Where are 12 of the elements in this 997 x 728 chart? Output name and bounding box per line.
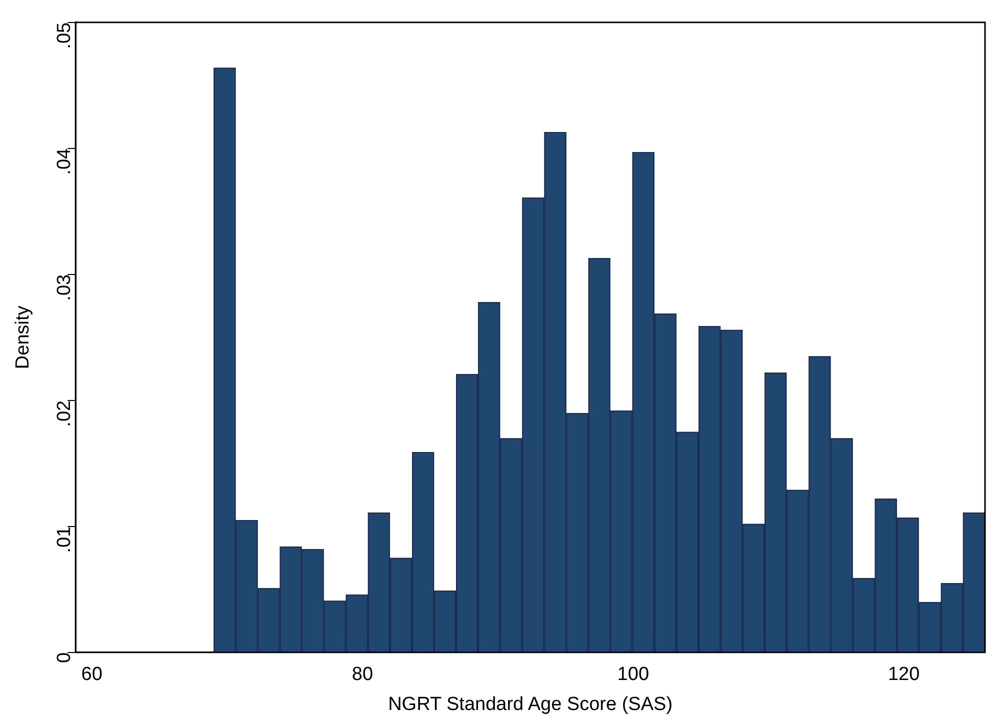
y-tick-label: 0	[54, 652, 75, 663]
x-tick-label: 120	[888, 664, 920, 686]
y-tick-label: .01	[54, 526, 75, 553]
x-axis-title: NGRT Standard Age Score (SAS)	[388, 694, 673, 715]
x-tick-label: 60	[81, 664, 102, 686]
x-tick-label: 80	[352, 664, 374, 686]
x-tick-label: 100	[617, 664, 649, 686]
y-tick-label: .03	[54, 274, 75, 301]
y-axis-title: Density	[12, 305, 34, 370]
y-tick-label: .02	[54, 400, 75, 427]
y-tick-label: .05	[54, 22, 75, 49]
y-tick-label: .04	[54, 148, 75, 175]
